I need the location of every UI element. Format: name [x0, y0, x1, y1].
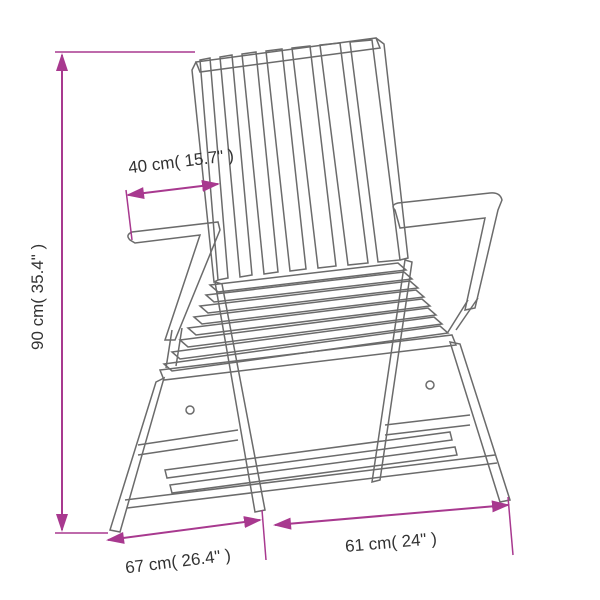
dimension-lines — [0, 0, 600, 600]
height-label: 90 cm( 35.4" ) — [28, 244, 48, 350]
diagram-container: 90 cm( 35.4" ) 40 cm( 15.7" ) 67 cm( 26.… — [0, 0, 600, 600]
